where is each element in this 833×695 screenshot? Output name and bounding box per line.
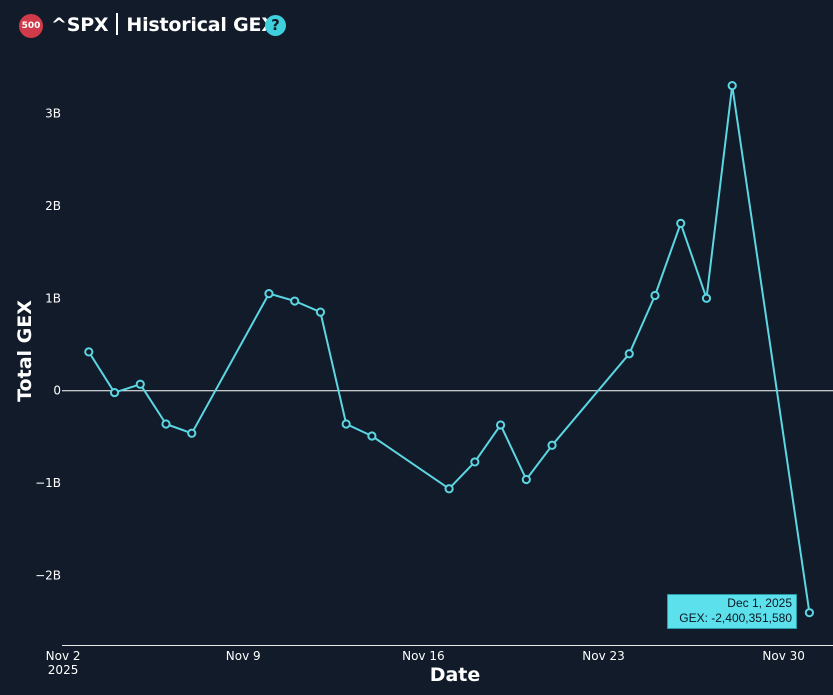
data-point [161,419,171,429]
data-point [521,474,531,485]
y-tick-label: −2B [35,569,61,583]
data-point [624,349,634,359]
x-tick-label: Nov 2 [46,649,81,663]
data-point [341,419,351,429]
data-point [187,428,197,438]
y-tick-label: 0 [53,384,61,398]
chart-header: 500 ^SPX Historical GEX ? [0,0,833,52]
sp500-badge: 500 [19,14,43,38]
data-point [444,484,454,494]
data-point [650,290,660,301]
data-point [495,420,506,430]
data-point [727,81,737,91]
data-point [676,218,686,228]
x-tick-label: Nov 30 [762,649,805,663]
y-axis-title: Total GEX [14,300,36,402]
question-circle-icon[interactable]: ? [265,15,286,36]
tooltip-value: GEX: -2,400,351,580 [679,611,792,625]
y-tick-label: 2B [45,199,61,213]
data-point [290,296,300,306]
title-label: Historical GEX [126,14,276,36]
title-separator [116,13,119,35]
x-tick-label: Nov 23 [582,649,625,663]
tooltip-date: Dec 1, 2025 [727,596,792,610]
data-point [84,347,94,357]
y-tick-label: −1B [35,476,61,490]
y-tick-label: 1B [45,291,61,305]
x-axis-title: Date [430,664,481,686]
x-tick-label: Nov 9 [226,649,261,663]
ticker-label: ^SPX [51,14,109,36]
chart-title: ^SPX Historical GEX [51,13,276,36]
x-tick-label: 2025 [48,663,79,677]
data-point [315,307,326,317]
data-point [367,431,377,441]
data-point [470,457,480,467]
x-tick-label: Nov 16 [402,649,445,663]
data-point [264,289,274,299]
data-point [547,440,557,450]
data-point [135,379,145,389]
data-point [804,608,815,618]
data-point [109,387,120,398]
hover-tooltip: Dec 1, 2025 GEX: -2,400,351,580 [667,594,797,629]
y-tick-label: 3B [45,106,61,120]
data-point [701,293,712,303]
gex-series-line [87,84,811,613]
